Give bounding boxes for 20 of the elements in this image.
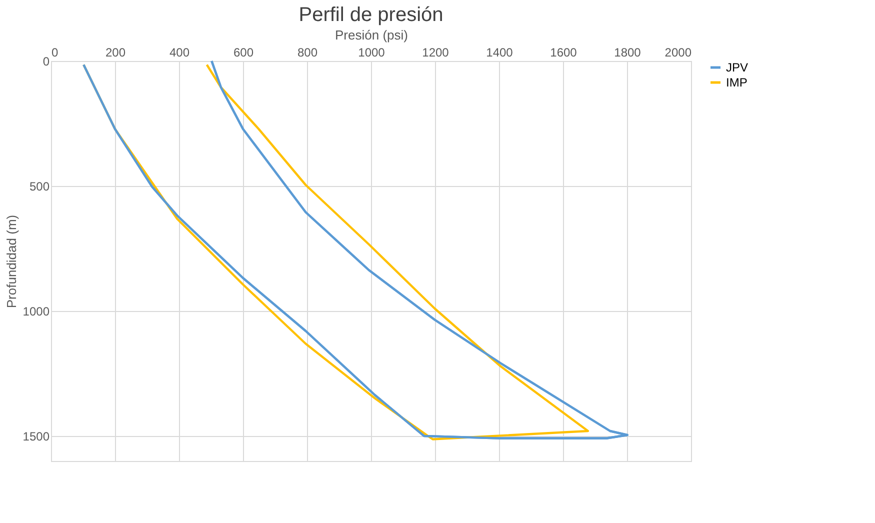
x-tick-label: 1800 — [614, 46, 642, 60]
x-tick-label: 1600 — [550, 46, 578, 60]
x-tick-label: 1400 — [486, 46, 514, 60]
x-tick-label: 1000 — [358, 46, 386, 60]
chart-title: Perfil de presión — [298, 4, 444, 26]
y-axis-title: Profundidad (m) — [4, 214, 19, 308]
x-tick-label: 200 — [105, 46, 126, 60]
y-tick-label: 0 — [42, 54, 50, 68]
y-tick-label: 1000 — [22, 304, 50, 318]
x-axis-title: Presión (psi) — [335, 28, 408, 42]
y-tick-label: 1500 — [22, 430, 50, 444]
legend-label: IMP — [726, 76, 748, 90]
x-tick-label: 600 — [233, 46, 254, 60]
y-tick-label: 500 — [29, 180, 50, 194]
x-tick-label: 400 — [169, 46, 190, 60]
x-tick-label: 0 — [52, 46, 58, 60]
x-tick-label: 2000 — [664, 46, 692, 60]
x-tick-label: 800 — [297, 46, 318, 60]
legend-label: JPV — [726, 60, 748, 74]
x-tick-label: 1200 — [422, 46, 450, 60]
